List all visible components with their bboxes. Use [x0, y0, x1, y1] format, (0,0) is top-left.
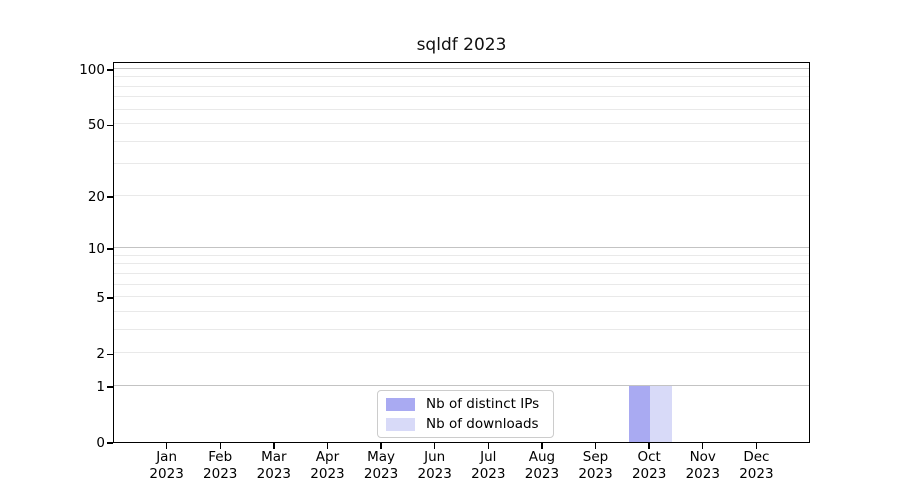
x-tick-label: Dec 2023 — [739, 449, 774, 482]
gridline-minor — [114, 352, 809, 354]
x-tick — [380, 443, 382, 449]
gridline-major — [114, 384, 809, 386]
x-tick — [165, 443, 168, 449]
y-tick — [107, 196, 113, 198]
gridline-minor — [114, 163, 809, 165]
y-tick-label: 50 — [87, 117, 105, 134]
y-tick-label: 20 — [87, 188, 105, 205]
gridline-minor — [114, 263, 809, 265]
x-tick — [755, 443, 758, 449]
y-tick — [107, 386, 113, 388]
x-tick — [273, 443, 275, 449]
gridline-major — [114, 68, 809, 69]
gridline-minor — [114, 296, 809, 298]
gridline-minor — [114, 254, 809, 256]
legend: Nb of distinct IPs Nb of downloads — [377, 390, 554, 438]
legend-label-distinct-ips: Nb of distinct IPs — [426, 396, 540, 412]
x-tick-label: Jan 2023 — [149, 449, 184, 482]
x-tick — [541, 443, 543, 449]
x-tick-label: Mar 2023 — [256, 449, 292, 482]
gridline-minor — [114, 283, 809, 285]
x-tick — [219, 443, 221, 449]
x-tick-label: May 2023 — [363, 449, 399, 482]
y-tick-label: 5 — [96, 290, 105, 307]
y-tick — [107, 442, 113, 444]
legend-item-downloads: Nb of downloads — [386, 417, 553, 431]
gridline-minor — [114, 328, 809, 330]
x-tick-label: Jul 2023 — [471, 449, 506, 482]
x-tick-label: Aug 2023 — [524, 449, 560, 482]
legend-label-downloads: Nb of downloads — [426, 416, 539, 432]
x-tick — [648, 443, 650, 449]
y-tick — [107, 353, 113, 355]
legend-swatch-downloads — [386, 417, 415, 431]
chart-title: sqldf 2023 — [416, 35, 507, 55]
plot-area — [113, 62, 810, 443]
x-tick — [433, 443, 436, 449]
x-tick — [594, 443, 597, 449]
x-tick-label: Nov 2023 — [685, 449, 720, 482]
y-tick-label: 2 — [96, 346, 105, 363]
legend-item-distinct-ips: Nb of distinct IPs — [386, 397, 553, 411]
bar-nb-of-distinct-ips — [628, 385, 651, 442]
y-tick-label: 100 — [79, 61, 105, 78]
gridline-minor — [114, 76, 809, 78]
gridline-minor — [114, 123, 809, 125]
gridline-minor — [114, 108, 809, 110]
x-tick-label: Apr 2023 — [310, 449, 345, 482]
gridline-minor — [114, 272, 809, 274]
legend-swatch-distinct-ips — [386, 397, 415, 411]
x-tick-label: Jun 2023 — [417, 449, 452, 482]
y-tick — [107, 69, 113, 71]
gridline-minor — [114, 310, 809, 312]
x-tick-label: Sep 2023 — [578, 449, 613, 482]
x-tick-label: Oct 2023 — [631, 449, 667, 482]
gridline-major — [114, 247, 809, 249]
y-tick-label: 1 — [96, 378, 105, 395]
y-tick — [107, 124, 113, 126]
gridline-minor — [114, 85, 809, 87]
x-tick — [326, 443, 329, 449]
bar-nb-of-downloads — [650, 385, 672, 442]
grid-layer — [114, 63, 809, 442]
gridline-minor — [114, 194, 809, 196]
gridline-minor — [114, 140, 809, 142]
x-tick — [702, 443, 704, 449]
bar-layer — [114, 63, 809, 442]
y-tick-label: 0 — [96, 435, 105, 451]
gridline-minor — [114, 96, 809, 98]
y-tick — [107, 297, 113, 299]
y-tick — [107, 248, 113, 250]
x-tick-label: Feb 2023 — [203, 449, 238, 482]
x-tick — [487, 443, 489, 449]
y-tick-label: 10 — [87, 241, 105, 258]
